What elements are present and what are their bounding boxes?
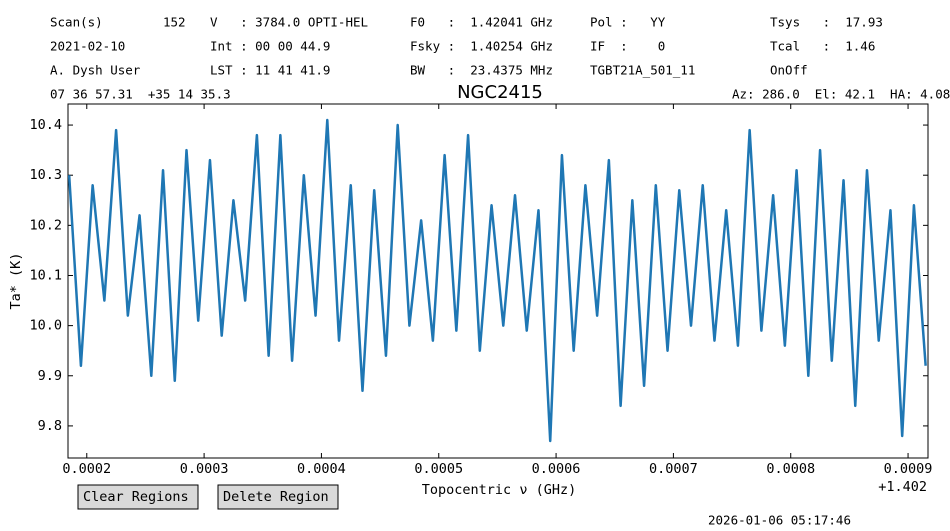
y-tick-label: 9.9 bbox=[38, 368, 62, 384]
y-tick-label: 10.4 bbox=[29, 117, 62, 133]
header-field: Scan(s) bbox=[50, 15, 103, 30]
header-field: Pol : YY bbox=[590, 15, 666, 30]
chart-title: NGC2415 bbox=[457, 82, 543, 103]
header-field: 2021-02-10 bbox=[50, 39, 125, 54]
y-tick-label: 10.3 bbox=[29, 167, 62, 183]
timestamp: 2026-01-06 05:17:46 bbox=[708, 513, 851, 528]
coords: 07 36 57.31 +35 14 35.3 bbox=[50, 87, 231, 102]
header-field: IF : 0 bbox=[590, 39, 665, 54]
x-tick-label: 0.0006 bbox=[532, 461, 581, 477]
header-field: TGBT21A_501_11 bbox=[590, 63, 695, 78]
y-tick-label: 10.2 bbox=[29, 217, 62, 233]
y-tick-label: 9.8 bbox=[38, 418, 62, 434]
x-tick-label: 0.0008 bbox=[766, 461, 815, 477]
spectrum-line bbox=[67, 118, 927, 443]
button[interactable]: Delete Region bbox=[223, 489, 329, 505]
x-tick-label: 0.0003 bbox=[180, 461, 229, 477]
header-field: Int : 00 00 44.9 bbox=[210, 39, 330, 54]
x-tick-label: 0.0004 bbox=[297, 461, 346, 477]
x-axis-label: Topocentric ν (GHz) bbox=[422, 482, 576, 498]
plot-frame bbox=[67, 103, 929, 459]
header-field: OnOff bbox=[770, 63, 808, 78]
header-field: LST : 11 41 41.9 bbox=[210, 63, 330, 78]
header-field: F0 : 1.42041 GHz bbox=[410, 15, 553, 30]
button-bg[interactable] bbox=[217, 484, 339, 510]
y-tick-label: 10.1 bbox=[29, 267, 62, 283]
x-tick-label: 0.0002 bbox=[62, 461, 111, 477]
header-field: Fsky : 1.40254 GHz bbox=[410, 39, 553, 54]
header-field: Tsys : 17.93 bbox=[770, 15, 883, 30]
header-field: 152 bbox=[163, 15, 186, 30]
header-field: A. Dysh User bbox=[50, 63, 141, 78]
x-tick-label: 0.0005 bbox=[414, 461, 463, 477]
pointing: Az: 286.0 El: 42.1 HA: 4.08 bbox=[732, 87, 950, 102]
x-tick-label: 0.0007 bbox=[649, 461, 698, 477]
button-bg[interactable] bbox=[77, 484, 199, 510]
x-offset: +1.402 bbox=[878, 479, 927, 495]
header-field: BW : 23.4375 MHz bbox=[410, 63, 553, 78]
y-tick-label: 10.0 bbox=[29, 318, 62, 334]
header-field: V : 3784.0 OPTI-HEL bbox=[210, 15, 368, 30]
y-axis-label: Ta* (K) bbox=[8, 253, 24, 310]
button[interactable]: Clear Regions bbox=[83, 489, 189, 505]
header-field: Tcal : 1.46 bbox=[770, 39, 875, 54]
x-tick-label: 0.0009 bbox=[884, 461, 933, 477]
